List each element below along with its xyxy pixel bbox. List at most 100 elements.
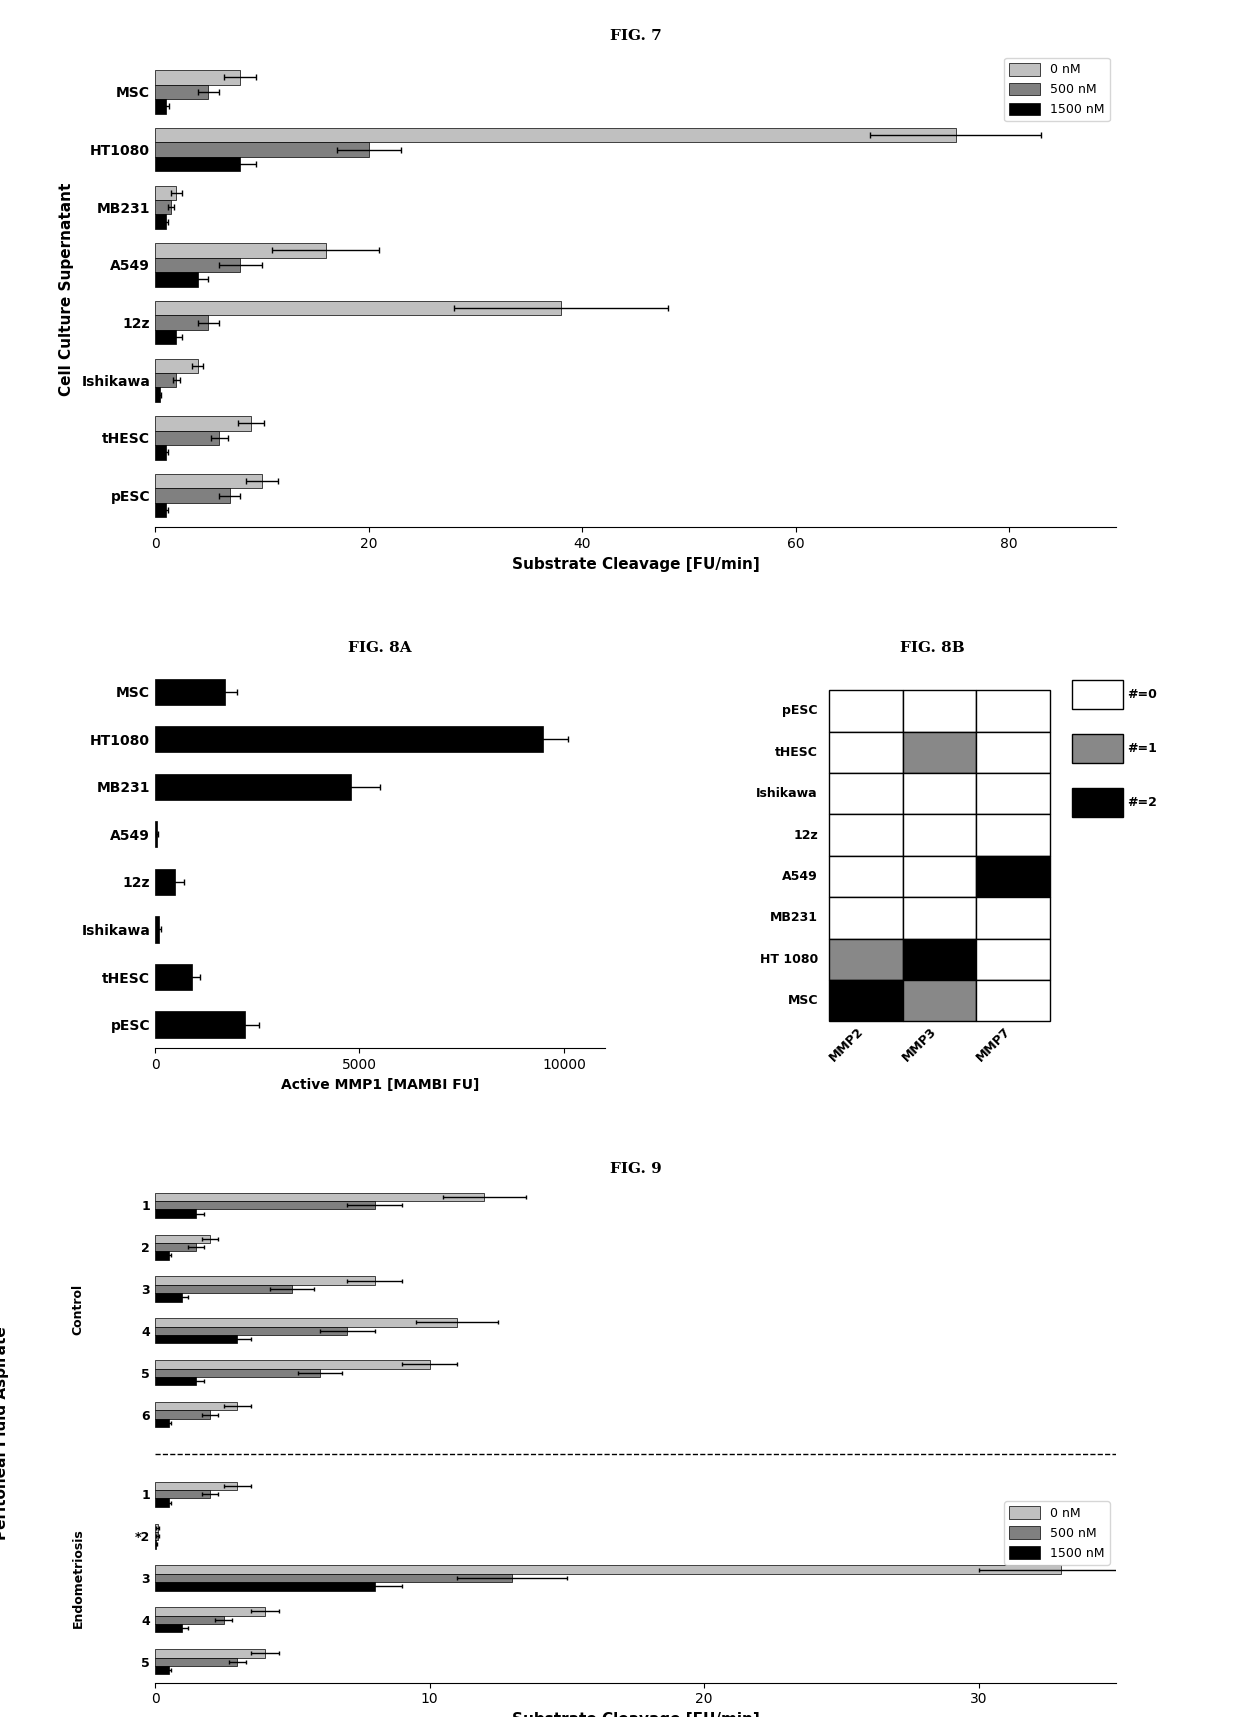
X-axis label: Substrate Cleavage [FU/min]: Substrate Cleavage [FU/min] — [512, 556, 759, 572]
Bar — [155, 1243, 196, 1252]
Bar — [155, 1607, 265, 1616]
Bar — [155, 1624, 182, 1633]
Bar — [155, 70, 241, 84]
Bar — [828, 814, 903, 855]
Bar — [155, 416, 250, 431]
Bar — [155, 316, 208, 330]
Y-axis label: Cell Culture Supernatant: Cell Culture Supernatant — [60, 182, 74, 397]
Bar — [155, 143, 368, 156]
Legend: 0 nM, 500 nM, 1500 nM: 0 nM, 500 nM, 1500 nM — [1004, 58, 1110, 122]
Bar — [155, 1665, 169, 1674]
Bar — [155, 1319, 458, 1327]
Bar — [155, 100, 166, 113]
Bar — [155, 1418, 169, 1427]
Bar — [155, 1574, 512, 1581]
Bar — [903, 855, 976, 898]
Bar — [903, 731, 976, 773]
Bar — [155, 1209, 196, 1217]
Bar — [155, 373, 176, 388]
Text: MMP2: MMP2 — [826, 1025, 866, 1065]
Bar — [155, 774, 351, 800]
Bar — [155, 1648, 265, 1657]
Text: tHESC: tHESC — [775, 745, 818, 759]
Title: FIG. 8A: FIG. 8A — [348, 640, 412, 656]
Bar — [976, 814, 1050, 855]
Bar — [155, 1276, 374, 1284]
Bar — [155, 129, 956, 143]
Bar — [155, 1540, 156, 1549]
Text: Ishikawa: Ishikawa — [756, 786, 818, 800]
Bar — [155, 199, 171, 215]
Text: #=0: #=0 — [1127, 689, 1157, 701]
Bar — [155, 963, 192, 991]
Text: pESC: pESC — [782, 704, 818, 718]
Bar — [155, 1616, 223, 1624]
Bar — [155, 1200, 374, 1209]
Bar — [903, 939, 976, 980]
Bar — [155, 1293, 182, 1301]
Bar — [155, 431, 219, 445]
Bar — [903, 980, 976, 1022]
Bar — [155, 678, 224, 704]
Title: FIG. 9: FIG. 9 — [610, 1162, 661, 1176]
Bar — [976, 731, 1050, 773]
Bar — [155, 1657, 237, 1665]
Bar — [976, 855, 1050, 898]
Bar — [155, 1377, 196, 1386]
Bar — [155, 185, 176, 199]
Bar — [155, 821, 157, 848]
Bar — [1071, 788, 1123, 817]
Legend: 0 nM, 500 nM, 1500 nM: 0 nM, 500 nM, 1500 nM — [1004, 1501, 1110, 1564]
Title: FIG. 7: FIG. 7 — [610, 29, 661, 43]
Bar — [155, 917, 159, 943]
Bar — [155, 258, 241, 271]
Text: #=1: #=1 — [1127, 742, 1157, 755]
Text: A549: A549 — [782, 871, 818, 883]
Bar — [155, 156, 241, 172]
Bar — [155, 330, 176, 343]
Bar — [155, 1327, 347, 1336]
Bar — [828, 690, 903, 731]
Bar — [828, 898, 903, 939]
Bar — [155, 1403, 237, 1410]
Bar — [155, 1011, 246, 1037]
Bar — [155, 445, 166, 460]
Bar — [155, 1532, 157, 1540]
Text: Endometriosis: Endometriosis — [72, 1528, 84, 1628]
Title: FIG. 8B: FIG. 8B — [899, 640, 965, 656]
Bar — [155, 1499, 169, 1508]
Bar — [155, 300, 560, 316]
Bar — [155, 1235, 210, 1243]
Bar — [1071, 733, 1123, 762]
Bar — [155, 1252, 169, 1260]
Text: #=2: #=2 — [1127, 795, 1157, 809]
Bar — [155, 388, 160, 402]
Bar — [976, 939, 1050, 980]
Bar — [976, 773, 1050, 814]
Text: Control: Control — [72, 1284, 84, 1336]
Bar — [155, 1410, 210, 1418]
Bar — [155, 488, 229, 503]
X-axis label: Active MMP1 [MAMBI FU]: Active MMP1 [MAMBI FU] — [280, 1078, 479, 1092]
Bar — [155, 1482, 237, 1490]
Bar — [828, 855, 903, 898]
Text: MB231: MB231 — [770, 912, 818, 924]
Bar — [155, 503, 166, 517]
Text: 12z: 12z — [794, 829, 818, 841]
Text: Peritoneal Fluid Aspirate: Peritoneal Fluid Aspirate — [0, 1327, 9, 1540]
Bar — [903, 773, 976, 814]
X-axis label: Substrate Cleavage [FU/min]: Substrate Cleavage [FU/min] — [512, 1712, 759, 1717]
Bar — [155, 271, 197, 287]
Text: MSC: MSC — [787, 994, 818, 1008]
Bar — [155, 215, 166, 228]
Bar — [903, 898, 976, 939]
Bar — [155, 869, 175, 895]
Bar — [976, 898, 1050, 939]
Bar — [1071, 680, 1123, 709]
Bar — [976, 690, 1050, 731]
Bar — [828, 980, 903, 1022]
Bar — [155, 1360, 429, 1368]
Bar — [155, 359, 197, 373]
Bar — [828, 773, 903, 814]
Bar — [155, 244, 326, 258]
